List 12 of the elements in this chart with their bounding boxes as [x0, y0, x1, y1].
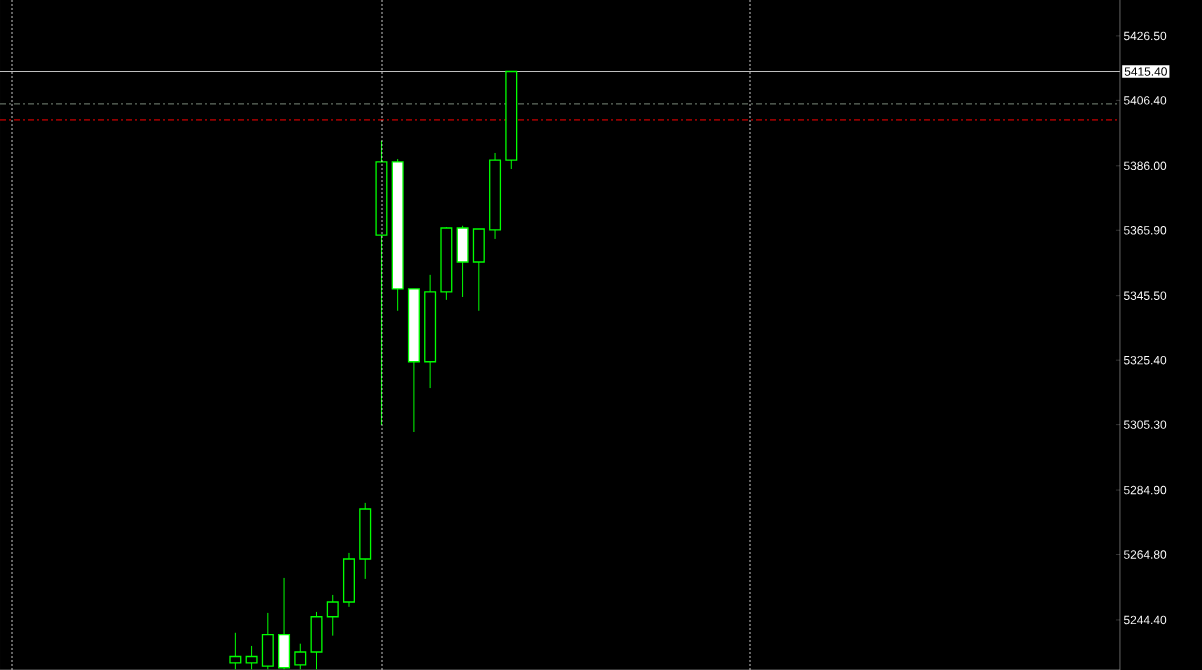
y-tick-label: 5264.80: [1123, 550, 1167, 559]
ref-line-label: 5415.40: [1124, 67, 1167, 76]
y-tick-label: 5406.40: [1123, 96, 1167, 105]
y-tick-label: 5244.40: [1123, 615, 1167, 625]
candlestick: [326, 594, 339, 637]
y-tick-label: 5386.00: [1123, 161, 1167, 171]
y-tick-label: 5345.50: [1123, 291, 1167, 300]
y-tick-label: 5284.90: [1123, 485, 1167, 495]
y-tick-label: 5305.30: [1123, 420, 1167, 429]
y-tick-label: 5325.40: [1123, 355, 1167, 365]
y-tick-label: 5426.50: [1123, 31, 1167, 41]
y-tick-label: 5365.90: [1123, 226, 1167, 235]
